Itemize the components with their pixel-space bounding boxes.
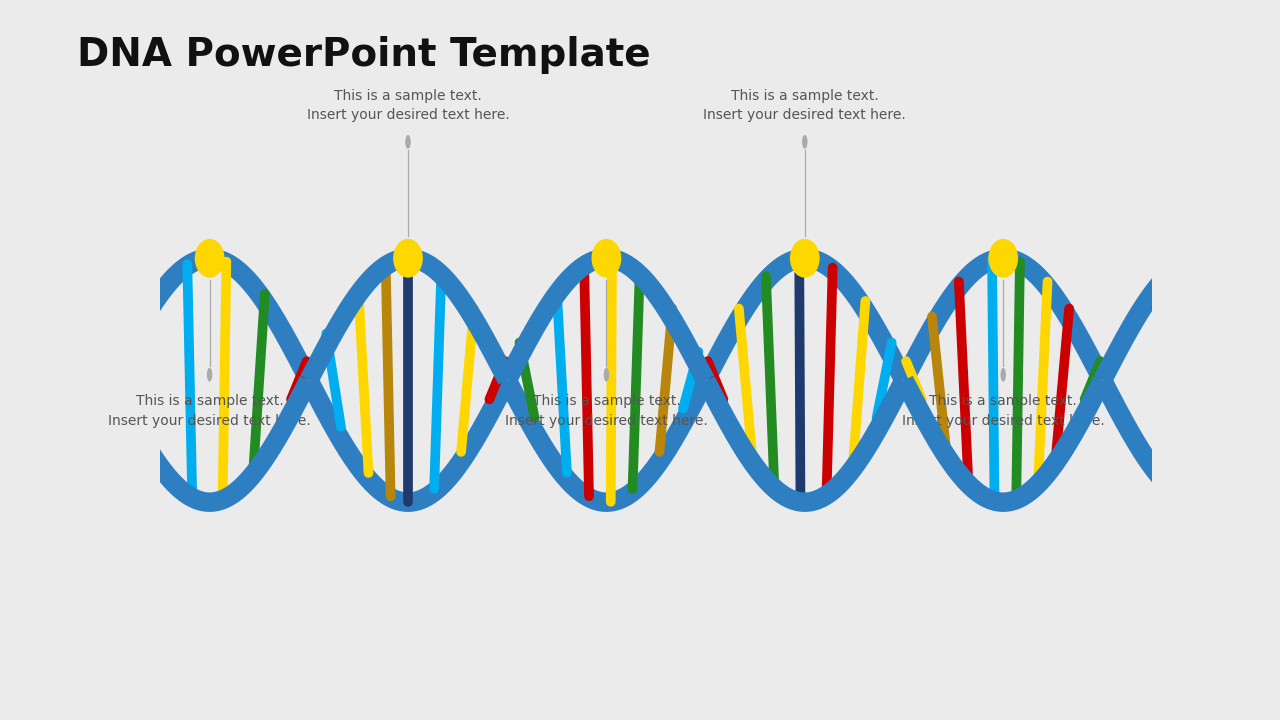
Ellipse shape [406,135,411,149]
Text: DNA PowerPoint Template: DNA PowerPoint Template [77,36,650,74]
Text: This is a sample text.
Insert your desired text here.: This is a sample text. Insert your desir… [704,89,906,122]
Text: This is a sample text.
Insert your desired text here.: This is a sample text. Insert your desir… [902,394,1105,428]
Ellipse shape [195,239,224,278]
Ellipse shape [1001,368,1006,382]
Text: This is a sample text.
Insert your desired text here.: This is a sample text. Insert your desir… [307,89,509,122]
Ellipse shape [207,368,212,382]
Text: This is a sample text.
Insert your desired text here.: This is a sample text. Insert your desir… [109,394,311,428]
Ellipse shape [604,368,609,382]
Ellipse shape [393,239,422,278]
Ellipse shape [803,135,808,149]
Ellipse shape [790,239,819,278]
Ellipse shape [591,239,621,278]
Ellipse shape [988,239,1018,278]
Text: This is a sample text.
Insert your desired text here.: This is a sample text. Insert your desir… [506,394,708,428]
